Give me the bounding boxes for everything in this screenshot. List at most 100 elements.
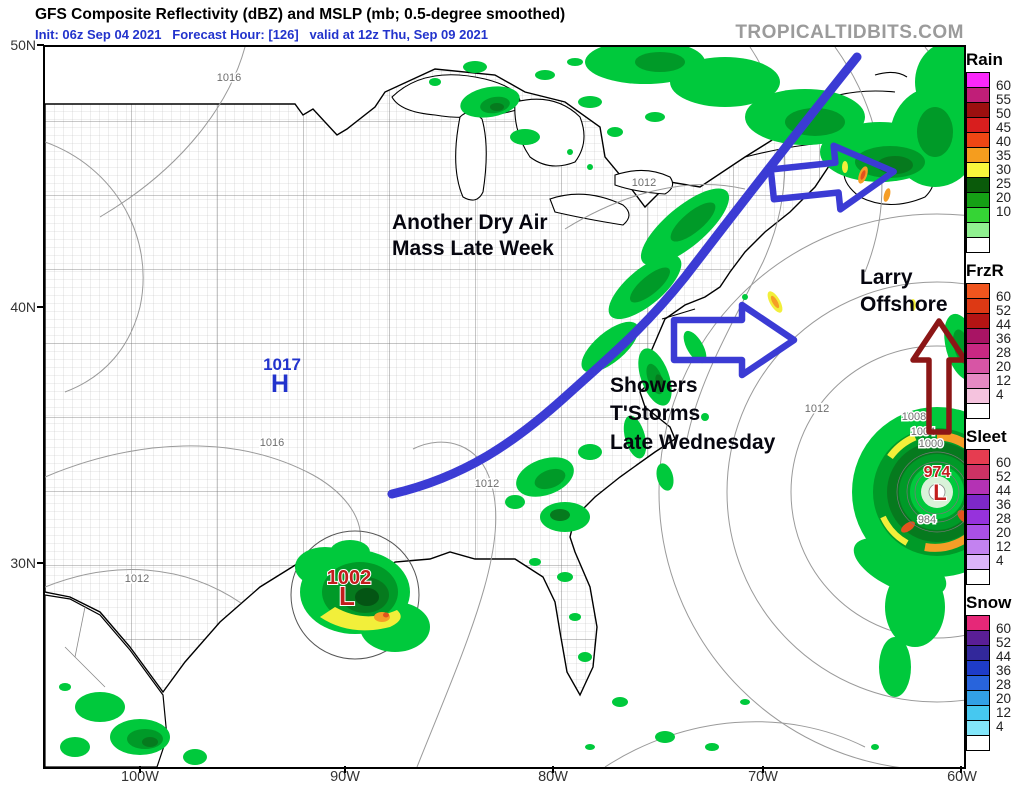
isobar-label: 1012: [632, 177, 656, 189]
legend-value-label: 55: [996, 92, 1012, 107]
legend-color-cell: [966, 554, 990, 570]
legend-color-cell: [966, 207, 990, 223]
gulf-low-symbol: L: [339, 581, 355, 611]
legend-value-label: 4: [996, 719, 1004, 734]
legend-color-cell: [966, 388, 990, 404]
flow-arrow-midatlantic: [670, 301, 798, 379]
legend-color-cell: [966, 645, 990, 661]
great-lakes: [391, 74, 674, 226]
legend-color-cell: [966, 569, 990, 585]
hurricane-symbol: L: [933, 480, 946, 505]
legend-color-cell: [966, 222, 990, 238]
legend-value-label: 40: [996, 134, 1012, 149]
high-pressure-value: 1017: [263, 355, 301, 374]
land-usa: [44, 68, 846, 696]
legend-value-label: 20: [996, 691, 1012, 706]
lon-axis-label: 60W: [947, 769, 977, 785]
legend-value-label: 12: [996, 373, 1012, 388]
legend-color-cell: [966, 690, 990, 706]
isobar-label: 1008: [902, 411, 926, 423]
precip-canada-band: [578, 40, 985, 202]
lon-axis-label: 90W: [330, 769, 360, 785]
legend-color-cell: [966, 464, 990, 480]
precip-gulf-low: [295, 540, 430, 652]
precip-ontario: [429, 58, 593, 170]
legend-color-cell: [966, 735, 990, 751]
legend-value-label: 44: [996, 649, 1012, 664]
isobar-label: 984: [918, 514, 936, 526]
legend-color-cell: [966, 132, 990, 148]
precip-newengland-band: [581, 188, 783, 373]
legend-color-cell: [966, 117, 990, 133]
lon-axis-tick: [552, 766, 554, 773]
legend-color-cell: [966, 283, 990, 299]
annotation-dry-air-line1: Another Dry Air: [392, 211, 548, 234]
lat-axis-label: 30N: [10, 555, 36, 571]
lon-axis-tick: [139, 766, 141, 773]
legend-value-label: 20: [996, 525, 1012, 540]
legend-color-cell: [966, 403, 990, 419]
legend-value-label: 20: [996, 359, 1012, 374]
legend-color-cell: [966, 343, 990, 359]
legend-colorbar-snow: 60 52 44 36 28 20 12 4: [966, 615, 1011, 751]
legend-color-cell: [966, 87, 990, 103]
legend-value-label: 60: [996, 621, 1012, 636]
legend-color-cell: [966, 237, 990, 253]
legend-color-cell: [966, 449, 990, 465]
legend-colorbar-sleet: 60 52 44 36 28 20 12 4: [966, 449, 1011, 585]
legend-color-cell: [966, 328, 990, 344]
precip-mexico: [59, 683, 207, 765]
legend-value-label: 36: [996, 331, 1012, 346]
legend-color-cell: [966, 313, 990, 329]
hurricane-pressure-value: 974: [924, 464, 951, 481]
init-forecast-line: Init: 06z Sep 04 2021 Forecast Hour: [12…: [35, 27, 489, 42]
precip-midatlantic: [623, 294, 748, 491]
legend-value-label: 12: [996, 705, 1012, 720]
legend-color-cell: [966, 358, 990, 374]
lat-axis-label: 40N: [10, 299, 36, 315]
annotation-dry-air-line2: Mass Late Week: [392, 237, 554, 260]
watermark-tropicaltidbits: TROPICALTIDBITS.COM: [735, 22, 964, 43]
precip-caribbean: [585, 697, 879, 751]
legend-color-cell: [966, 509, 990, 525]
lon-axis-label: 70W: [748, 769, 778, 785]
legend-color-cell: [966, 675, 990, 691]
legend-value-label: 52: [996, 469, 1012, 484]
legend-value-label: 20: [996, 190, 1012, 205]
legend-color-cell: [966, 615, 990, 631]
legend-value-label: 25: [996, 176, 1012, 191]
legend-color-cell: [966, 102, 990, 118]
legend-value-label: 52: [996, 635, 1012, 650]
legend-color-cell: [966, 72, 990, 88]
annotation-showers-line2: T'Storms: [610, 402, 700, 425]
legend-value-label: 45: [996, 120, 1012, 135]
legend-value-label: 52: [996, 303, 1012, 318]
legend-value-label: 60: [996, 78, 1012, 93]
cold-front-line: [387, 52, 862, 499]
legend-color-cell: [966, 479, 990, 495]
high-pressure-symbol: H: [271, 370, 289, 398]
isobar-label: 1016: [217, 72, 241, 84]
legend-value-label: 50: [996, 106, 1012, 121]
legend: Rain 60 55 50 45 40 35 30 25 20 10 FrzR 60 52 44 36 28 20…: [966, 50, 1024, 759]
legend-value-label: 10: [996, 204, 1012, 219]
legend-value-label: 28: [996, 511, 1012, 526]
lon-axis-label: 100W: [121, 769, 159, 785]
legend-color-cell: [966, 539, 990, 555]
precip-southeast: [505, 444, 602, 662]
annotation-larry-line2: Offshore: [860, 293, 948, 316]
legend-value-label: 28: [996, 345, 1012, 360]
larry-motion-arrow: [910, 318, 968, 435]
legend-scale-title-sleet: Sleet: [966, 427, 1007, 446]
forecast-map: 101610121012101610121012100810041000984 …: [44, 40, 1024, 771]
legend-color-cell: [966, 494, 990, 510]
gulf-low-value: 1002: [327, 567, 372, 589]
legend-colorbar-rain: 60 55 50 45 40 35 30 25 20 10: [966, 72, 1011, 253]
legend-scale-title-snow: Snow: [966, 593, 1012, 612]
isobar-label: 1016: [260, 437, 284, 449]
legend-value-label: 44: [996, 317, 1012, 332]
legend-value-label: 60: [996, 289, 1012, 304]
isobar-label: 1000: [919, 438, 943, 450]
legend-color-cell: [966, 660, 990, 676]
